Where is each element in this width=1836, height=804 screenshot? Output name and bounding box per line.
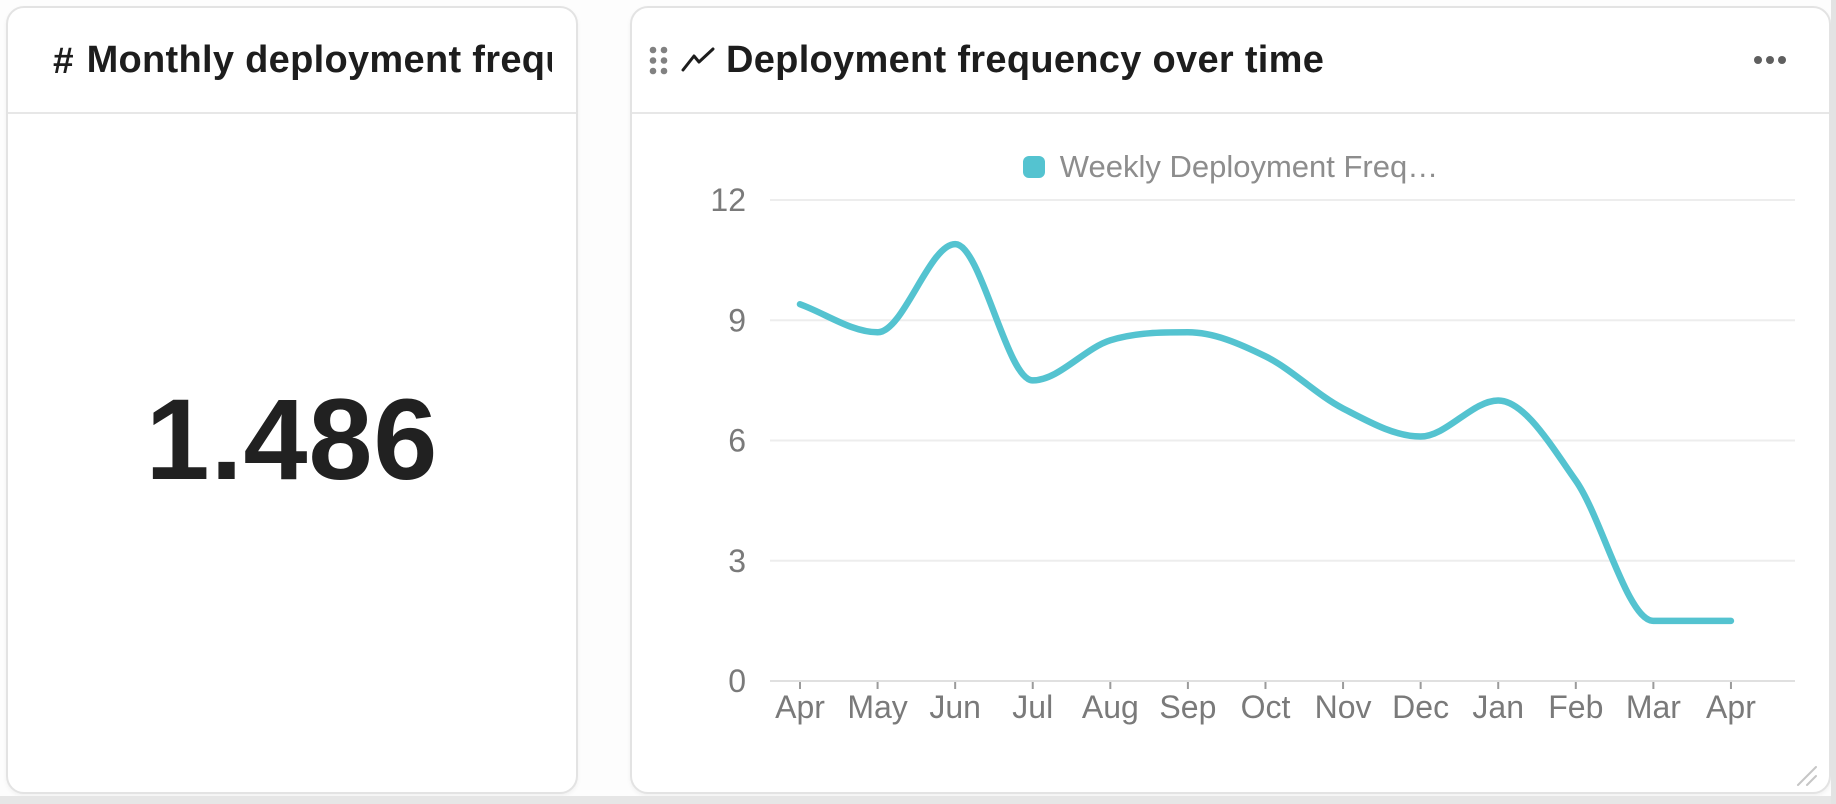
chart-card[interactable]: Deployment frequency over time 0 3 6 9 12 Apr… bbox=[630, 6, 1831, 794]
y-axis-label: 9 bbox=[728, 302, 746, 338]
y-axis-label: 12 bbox=[710, 182, 746, 218]
x-axis-label: Dec bbox=[1392, 689, 1449, 725]
x-axis-label: Jul bbox=[1012, 689, 1053, 725]
metric-card-title: Monthly deployment frequen… bbox=[86, 38, 552, 81]
x-axis-label: Apr bbox=[775, 689, 825, 725]
ellipsis-icon bbox=[1754, 56, 1786, 64]
x-axis-label: Mar bbox=[1626, 689, 1681, 725]
chart-card-header: Deployment frequency over time bbox=[632, 8, 1829, 114]
x-axis-label: Feb bbox=[1548, 689, 1603, 725]
x-axis-label: Oct bbox=[1241, 689, 1291, 725]
chart-legend[interactable]: Weekly Deployment Freq… bbox=[632, 149, 1829, 185]
y-axis-label: 0 bbox=[728, 663, 746, 699]
metric-card-header: # Monthly deployment frequen… bbox=[8, 8, 576, 114]
card-menu-button[interactable] bbox=[1747, 49, 1793, 71]
drag-handle-icon[interactable] bbox=[649, 46, 668, 75]
number-icon: # bbox=[53, 39, 74, 81]
x-axis-label: Sep bbox=[1159, 689, 1216, 725]
y-axis-label: 6 bbox=[728, 423, 746, 459]
x-axis-label: Nov bbox=[1315, 689, 1372, 725]
legend-swatch bbox=[1022, 156, 1045, 178]
x-axis-label: Aug bbox=[1082, 689, 1139, 725]
x-axis-label: Jan bbox=[1472, 689, 1524, 725]
x-axis-label: Apr bbox=[1706, 689, 1756, 725]
resize-grip-icon[interactable] bbox=[1795, 764, 1817, 786]
metric-card[interactable]: # Monthly deployment frequen… 1.486 bbox=[6, 6, 578, 794]
legend-label: Weekly Deployment Freq… bbox=[1059, 149, 1439, 184]
chart-card-body: 0 3 6 9 12 Apr May Jun Jul Aug Sep Oct Nov Dec Jan Feb M… bbox=[632, 116, 1829, 792]
page-background-strip bbox=[1831, 0, 1836, 804]
page-background-strip bbox=[0, 796, 1836, 804]
y-axis-label: 3 bbox=[728, 543, 746, 579]
line-chart-icon bbox=[681, 47, 715, 73]
metric-card-body: 1.486 bbox=[8, 114, 576, 792]
x-axis-label: May bbox=[847, 689, 907, 725]
deployment-frequency-chart[interactable]: 0 3 6 9 12 Apr May Jun Jul Aug Sep Oct Nov Dec Jan Feb M… bbox=[632, 116, 1829, 792]
chart-card-title: Deployment frequency over time bbox=[726, 38, 1325, 81]
series-line[interactable] bbox=[796, 240, 1735, 625]
metric-value: 1.486 bbox=[145, 376, 439, 504]
x-axis-label: Jun bbox=[929, 689, 981, 725]
